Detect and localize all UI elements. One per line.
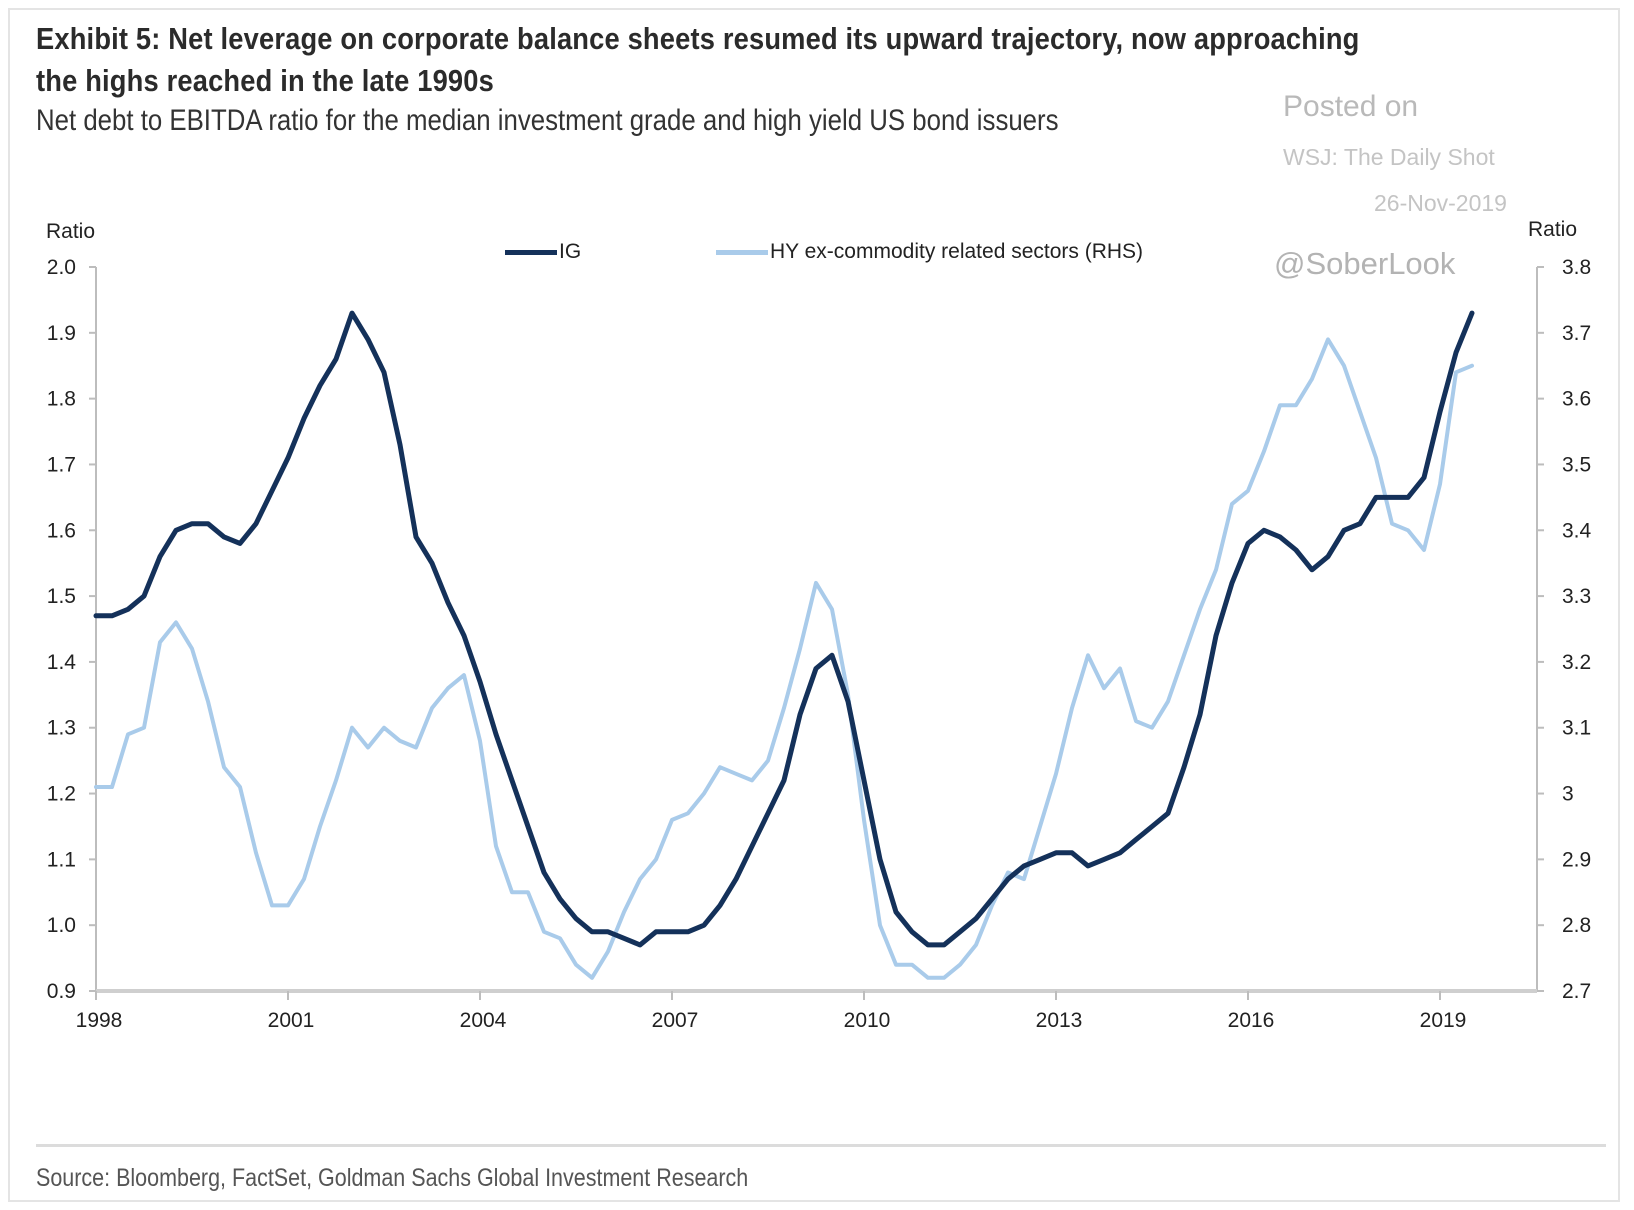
- chart-title: Exhibit 5: Net leverage on corporate bal…: [36, 21, 1360, 98]
- axes: 0.9 1.0 1.1 1.2 1.3 1.4 1.5 1.6 1.7 1.8 1.9 2.0 2.7 2…: [47, 256, 1592, 1032]
- x-tick-label: 2019: [1420, 1009, 1467, 1032]
- watermark-outlet: WSJ: The Daily Shot: [1283, 144, 1495, 170]
- right-tick-label: 3.4: [1562, 519, 1592, 542]
- left-tick-label: 1.2: [47, 783, 76, 806]
- x-tick-label: 2010: [844, 1009, 891, 1032]
- chart-frame: [8, 8, 1620, 1202]
- right-axis-title: Ratio: [1528, 218, 1578, 241]
- right-tick-label: 3.1: [1562, 717, 1591, 740]
- x-tick-label: 2007: [652, 1009, 699, 1032]
- legend-item-hy: HY ex-commodity related sectors (RHS): [716, 240, 1143, 264]
- left-tick-label: 1.6: [47, 519, 76, 542]
- left-tick-label: 1.8: [47, 388, 76, 411]
- x-tick-label: 1998: [76, 1009, 123, 1032]
- left-tick-label: 1.0: [47, 914, 76, 937]
- left-tick-label: 1.3: [47, 717, 76, 740]
- series-line-hy: [94, 337, 1474, 980]
- left-tick-label: 1.4: [47, 651, 77, 674]
- left-axis-title: Ratio: [46, 220, 96, 243]
- left-tick-label: 2.0: [47, 256, 76, 279]
- footer-divider: [36, 1144, 1606, 1147]
- left-tick-label: 0.9: [47, 980, 76, 1003]
- x-tick-label: 2004: [460, 1009, 507, 1032]
- x-tick-label: 2001: [268, 1009, 315, 1032]
- right-tick-label: 3.3: [1562, 585, 1591, 608]
- right-tick-label: 3.6: [1562, 388, 1591, 411]
- legend-label-ig: IG: [559, 240, 582, 263]
- series-layer: [93, 310, 1475, 980]
- watermark-posted: Posted on: [1283, 90, 1419, 123]
- left-tick-label: 1.7: [47, 453, 76, 476]
- left-tick-label: 1.5: [47, 585, 76, 608]
- watermark-handle: @SoberLook: [1274, 246, 1456, 281]
- right-tick-label: 2.8: [1562, 914, 1591, 937]
- legend-swatch-hy: [716, 249, 768, 255]
- legend-swatch-ig: [505, 249, 557, 255]
- watermark-date: 26-Nov-2019: [1374, 190, 1507, 216]
- left-tick-label: 1.9: [47, 322, 76, 345]
- series-line-ig: [93, 310, 1475, 948]
- right-tick-label: 3.5: [1562, 453, 1591, 476]
- right-tick-label: 3.7: [1562, 322, 1591, 345]
- chart-subtitle: Net debt to EBITDA ratio for the median …: [36, 104, 1059, 137]
- legend-item-ig: IG: [505, 240, 581, 264]
- right-tick-label: 3.8: [1562, 256, 1591, 279]
- left-tick-label: 1.1: [47, 848, 76, 871]
- right-tick-label: 2.9: [1562, 848, 1591, 871]
- right-tick-label: 3: [1562, 783, 1574, 806]
- legend-label-hy: HY ex-commodity related sectors (RHS): [770, 240, 1144, 263]
- x-tick-label: 2013: [1036, 1009, 1083, 1032]
- right-tick-label: 3.2: [1562, 651, 1591, 674]
- source-note: Source: Bloomberg, FactSet, Goldman Sach…: [36, 1164, 749, 1192]
- x-tick-label: 2016: [1228, 1009, 1275, 1032]
- right-tick-label: 2.7: [1562, 980, 1591, 1003]
